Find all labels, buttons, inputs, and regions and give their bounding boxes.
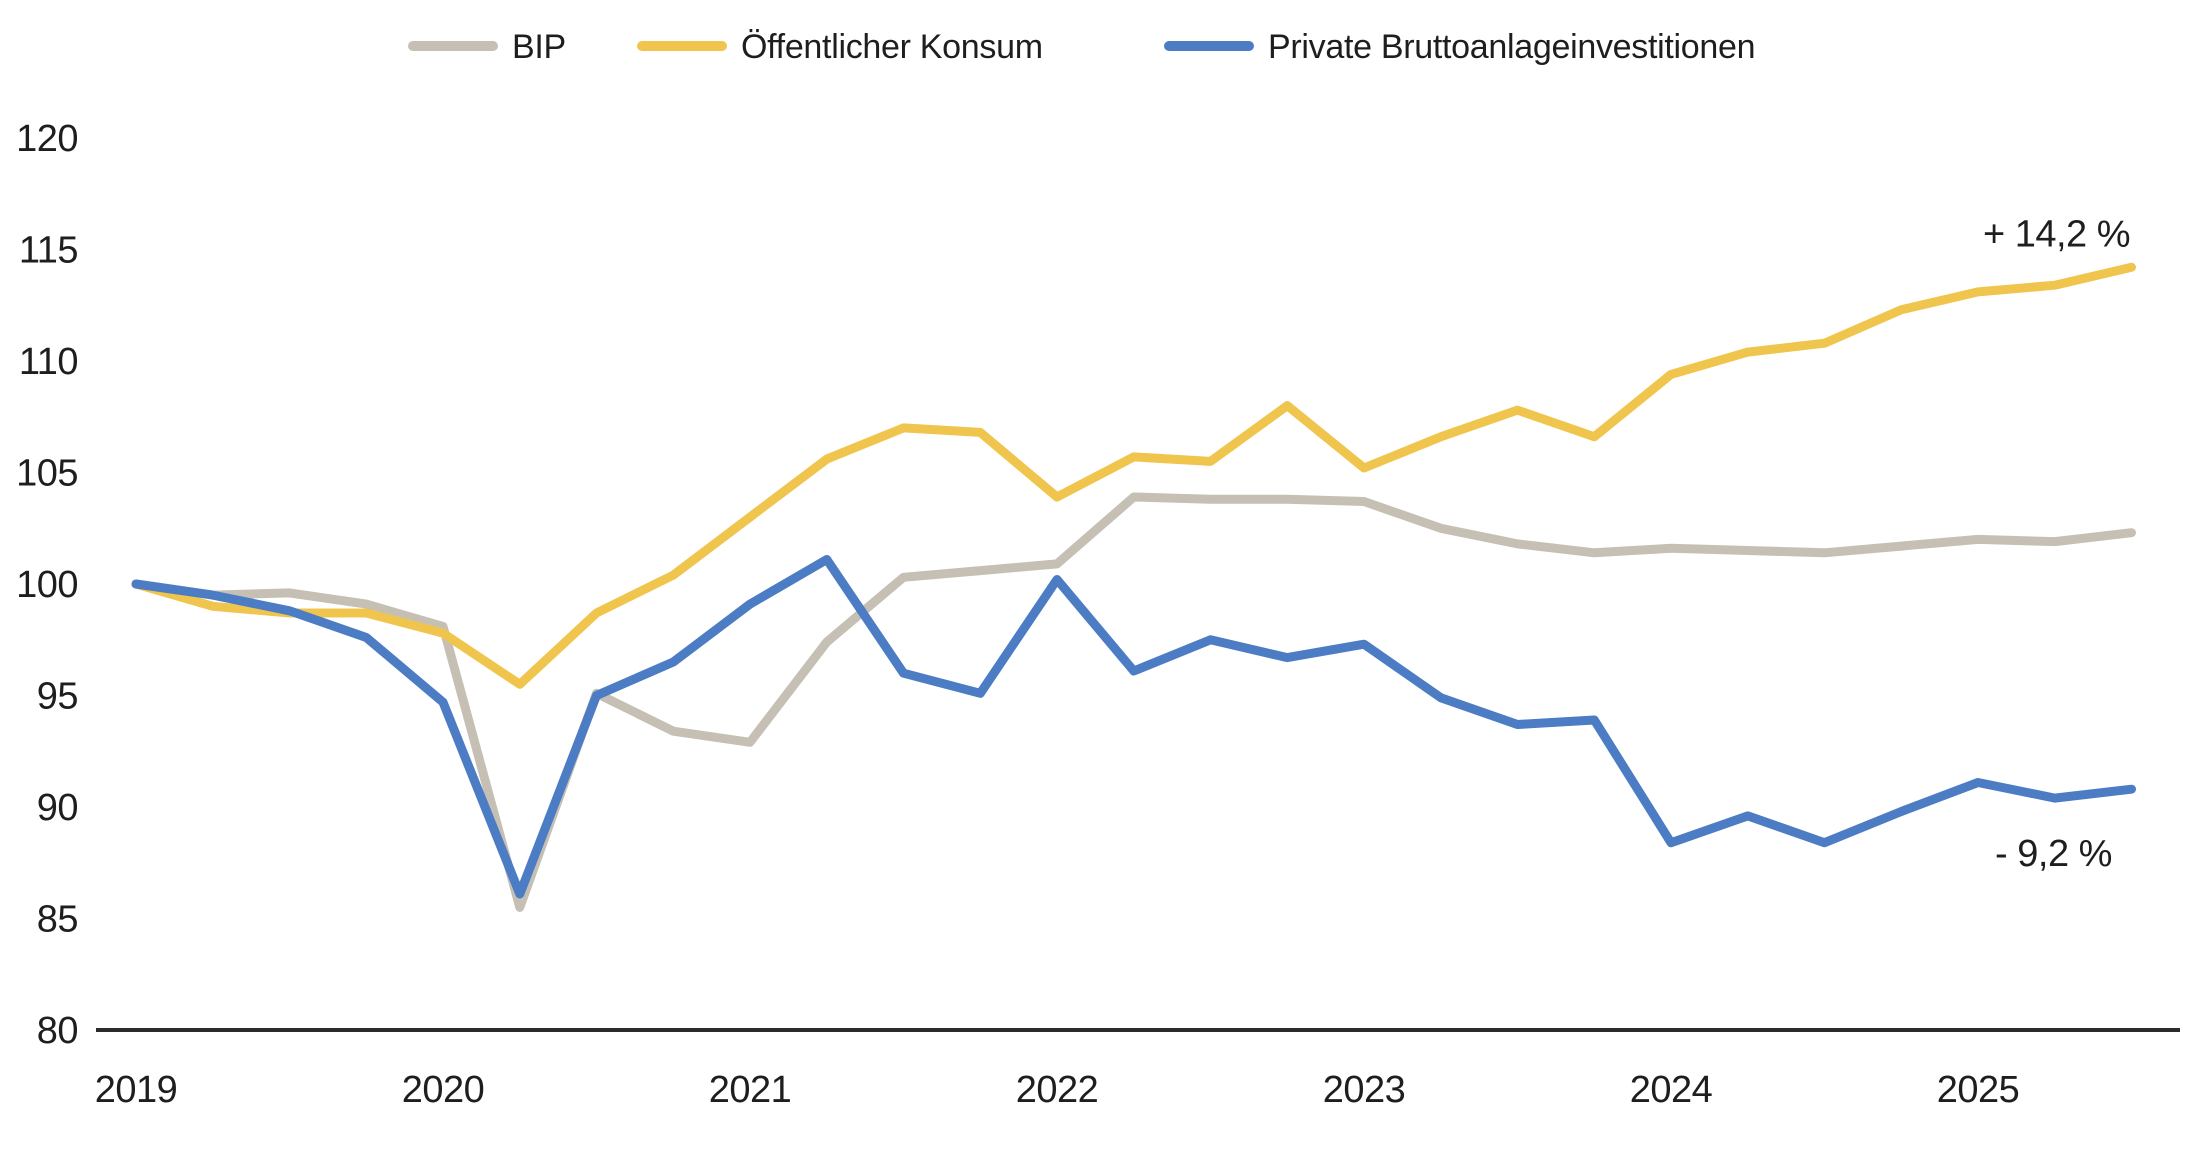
legend-label-private-bruttoanlageinvestitionen: Private Bruttoanlageinvestitionen <box>1268 28 1755 66</box>
chart-annotations: + 14,2 % - 9,2 % <box>1983 213 2131 875</box>
series-line-oeffentlicher-konsum <box>131 262 2136 689</box>
x-tick-label-2019: 2019 <box>95 1069 178 1111</box>
y-tick-label-110: 110 <box>19 341 78 383</box>
y-tick-label-115: 115 <box>19 230 78 272</box>
y-axis-labels: 120 115 110 105 100 95 90 85 80 <box>16 118 78 1052</box>
x-tick-label-2025: 2025 <box>1937 1069 2020 1111</box>
y-tick-label-90: 90 <box>37 787 78 829</box>
legend-swatch-oeffentlicher-konsum-icon <box>637 41 727 51</box>
x-tick-label-2021: 2021 <box>709 1069 792 1111</box>
x-tick-label-2022: 2022 <box>1016 1069 1099 1111</box>
legend-item-private-bruttoanlageinvestitionen: Private Bruttoanlageinvestitionen <box>1164 28 1755 66</box>
y-tick-label-120: 120 <box>16 118 78 160</box>
x-tick-label-2024: 2024 <box>1630 1069 1713 1111</box>
x-tick-label-2023: 2023 <box>1323 1069 1406 1111</box>
legend-label-bip: BIP <box>512 28 566 66</box>
chart-legend: BIP Öffentlicher Konsum Private Bruttoanla… <box>408 28 1755 66</box>
y-tick-label-95: 95 <box>37 676 78 718</box>
x-axis-labels: 2019 2020 2021 2022 2023 2024 2025 <box>95 1069 2020 1111</box>
legend-swatch-private-bruttoanlageinvestitionen-icon <box>1164 41 1254 51</box>
y-tick-label-105: 105 <box>16 453 78 495</box>
annotation-private-bruttoanlageinvestitionen: - 9,2 % <box>1995 833 2112 875</box>
legend-swatch-bip-icon <box>408 41 498 51</box>
y-tick-label-100: 100 <box>16 564 78 606</box>
y-tick-label-80: 80 <box>37 1010 78 1052</box>
x-tick-label-2020: 2020 <box>402 1069 485 1111</box>
legend-item-bip: BIP <box>408 28 566 66</box>
series-lines <box>131 262 2136 912</box>
legend-item-oeffentlicher-konsum: Öffentlicher Konsum <box>637 28 1043 66</box>
y-tick-label-85: 85 <box>37 899 78 941</box>
series-line-private-bruttoanlageinvestitionen <box>131 555 2136 899</box>
legend-label-oeffentlicher-konsum: Öffentlicher Konsum <box>741 28 1043 66</box>
series-line-bip <box>131 492 2136 912</box>
annotation-oeffentlicher-konsum: + 14,2 % <box>1983 213 2130 255</box>
